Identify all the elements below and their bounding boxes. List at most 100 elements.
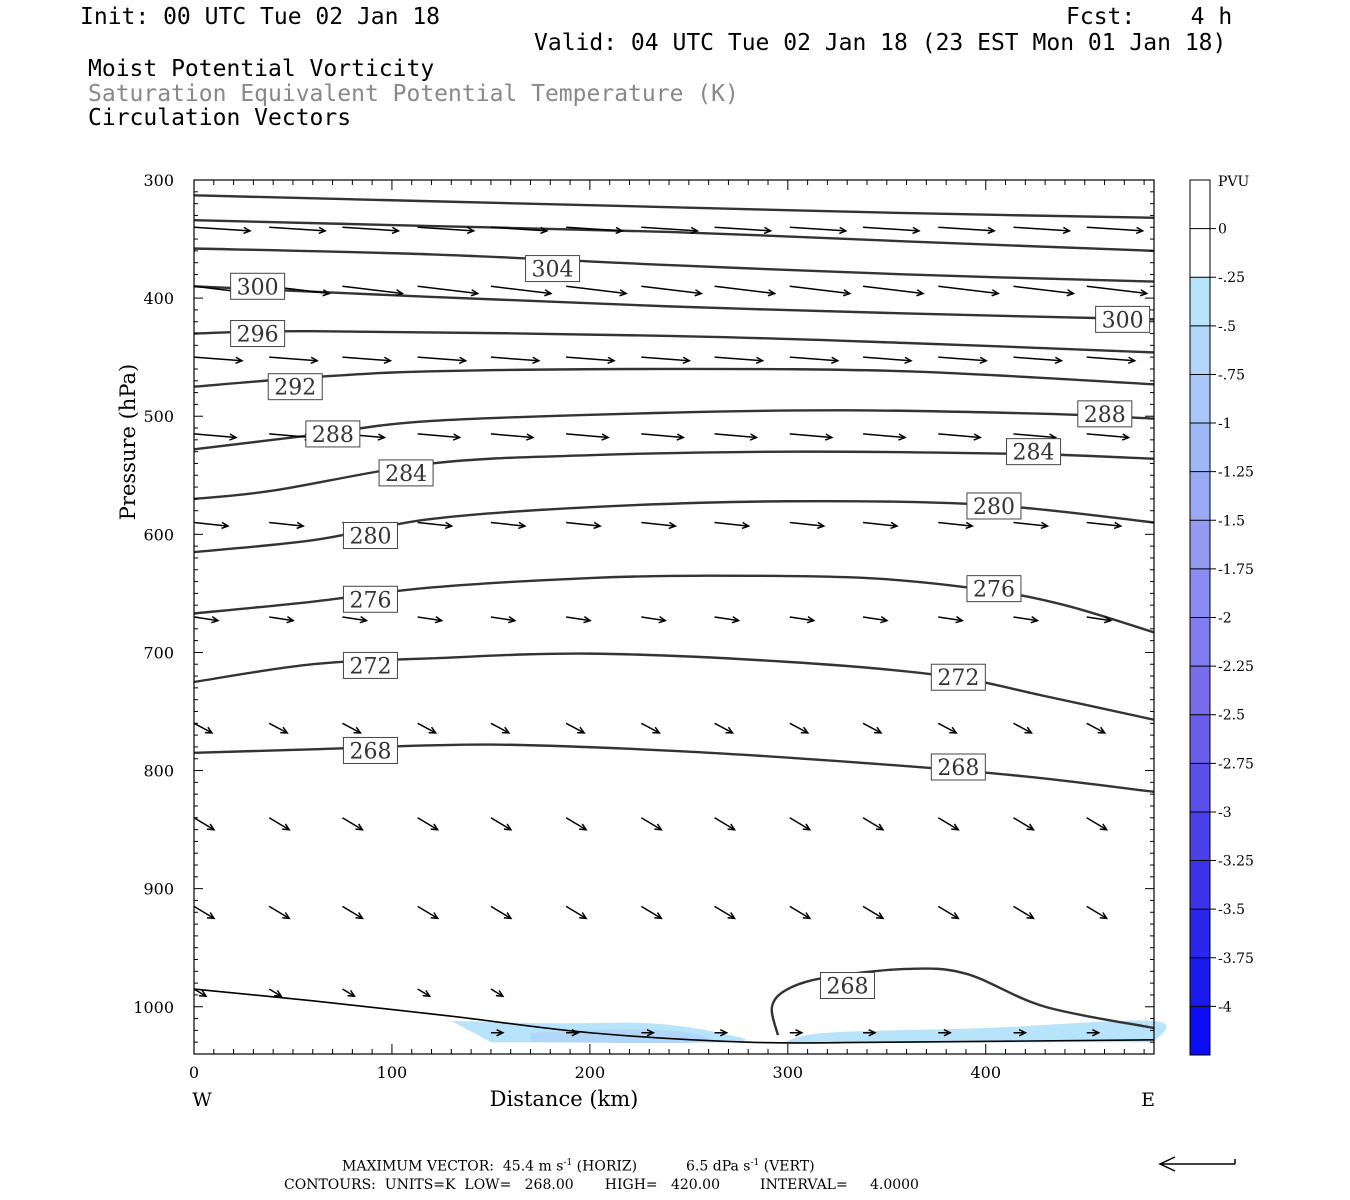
circulation-vector-head [452, 433, 462, 441]
circulation-vector-shaft [1086, 817, 1108, 831]
circulation-vector [268, 722, 289, 734]
circulation-vector-shaft [193, 988, 207, 997]
circulation-vector-shaft [342, 616, 367, 622]
colorbar-label: -3.5 [1218, 902, 1245, 918]
circulation-vector-shaft [417, 356, 466, 362]
contour-label-text: 272 [349, 654, 391, 679]
circulation-vector-head [831, 356, 840, 365]
y-tick-label: 600 [143, 525, 174, 544]
circulation-vector [268, 988, 283, 998]
circulation-vector [193, 722, 214, 734]
circulation-vector-shaft [640, 905, 662, 920]
circulation-vector [490, 1029, 505, 1037]
circulation-vector [417, 616, 444, 624]
circulation-vector-shaft [269, 521, 304, 527]
circulation-vector-shaft [342, 988, 355, 997]
thetae-contour-300 [193, 285, 1155, 321]
y-tick-label: 300 [143, 171, 174, 190]
field-title-pv: Moist Potential Vorticity [88, 56, 435, 82]
colorbar-swatch [1190, 909, 1210, 958]
colorbar-label: -2.25 [1218, 659, 1254, 675]
circulation-vector-shaft [714, 285, 775, 295]
circulation-vector-shaft [268, 722, 288, 734]
colorbar-swatch [1190, 1006, 1210, 1055]
circulation-vector-shaft [490, 722, 510, 734]
circulation-vector-shaft [269, 433, 312, 439]
circulation-vector-head [1024, 726, 1033, 734]
contour-label-text: 296 [237, 323, 279, 348]
circulation-vector-shaft [1013, 521, 1048, 527]
colorbar-label: -2.75 [1218, 756, 1254, 772]
contour-label-box [342, 522, 398, 550]
colorbar-swatch [1190, 957, 1210, 1007]
circulation-vector-head [875, 912, 885, 920]
circulation-vector-shaft [342, 356, 391, 362]
circulation-vector-head [221, 521, 230, 530]
thetae-contour-268 [193, 743, 1155, 793]
circulation-vector-head [694, 289, 704, 297]
circulation-vector [566, 1029, 580, 1037]
circulation-vector-shaft [789, 905, 811, 920]
circulation-vector [1086, 521, 1123, 530]
circulation-vector-head [880, 616, 889, 624]
circulation-vector-head [1139, 289, 1149, 297]
circulation-vector-shaft [714, 722, 733, 734]
circulation-vector [937, 817, 960, 831]
circulation-vector-head [951, 912, 960, 920]
circulation-vector-head [727, 823, 737, 831]
circulation-vector-shaft [490, 356, 539, 362]
circulation-vector [566, 226, 624, 235]
circulation-vector [1086, 905, 1109, 920]
circulation-vector-head [1026, 823, 1035, 831]
contour-label-text: 288 [1084, 403, 1126, 428]
circulation-vector-head [395, 289, 405, 297]
contour-label-box [1077, 400, 1133, 428]
contour-label-text: 304 [532, 258, 574, 283]
circulation-vector [862, 521, 899, 530]
circulation-vector [193, 616, 220, 624]
circulation-vector-head [916, 289, 925, 297]
reference-vector-arrow-icon [1158, 1156, 1236, 1172]
circulation-vector-head [204, 726, 214, 734]
circulation-vector [342, 817, 364, 831]
contour-label-text: 280 [973, 495, 1015, 520]
circulation-vector [1013, 226, 1072, 235]
circulation-vector-shaft [342, 285, 403, 295]
circulation-vector [863, 1029, 877, 1037]
field-title-thetae: Saturation Equivalent Potential Temperat… [88, 81, 739, 107]
circulation-vector-head [211, 616, 220, 624]
thetae-contour-268 [770, 967, 1155, 1036]
circulation-vector-shaft [938, 356, 987, 362]
circulation-vector-shaft [789, 433, 832, 439]
circulation-vector [269, 356, 319, 365]
circulation-vector-head [286, 616, 295, 624]
circulation-vector [490, 722, 511, 734]
contour-label-box [230, 320, 286, 348]
circulation-vector [342, 356, 393, 365]
circulation-vector [714, 905, 737, 920]
y-tick-label: 1000 [133, 998, 174, 1017]
x-tick-label: 100 [377, 1063, 408, 1082]
contour-label: 268 [930, 753, 986, 781]
contour-label: 268 [819, 971, 875, 999]
circulation-vector-shaft [417, 905, 439, 920]
circulation-vector-shaft [417, 722, 437, 734]
colorbar-swatch [1190, 617, 1210, 667]
contour-label-text: 272 [937, 666, 979, 691]
circulation-vector-head [470, 289, 480, 297]
colorbar-swatch [1190, 568, 1210, 618]
contour-label-box [342, 736, 398, 764]
circulation-vector-head [444, 521, 454, 530]
circulation-vector-head [503, 823, 513, 831]
circulation-vector [193, 226, 252, 235]
circulation-vector [490, 356, 541, 365]
circulation-vector-shaft [862, 356, 912, 362]
circulation-vector-head [607, 356, 616, 365]
colorbar-swatch [1190, 471, 1210, 521]
circulation-vector [641, 356, 692, 365]
circulation-vector-shaft [565, 905, 587, 920]
x-axis-title: Distance (km) [490, 1087, 639, 1111]
contour-label: 288 [1077, 400, 1133, 428]
circulation-vector-shaft [640, 722, 660, 734]
contour-label-box [267, 373, 323, 401]
